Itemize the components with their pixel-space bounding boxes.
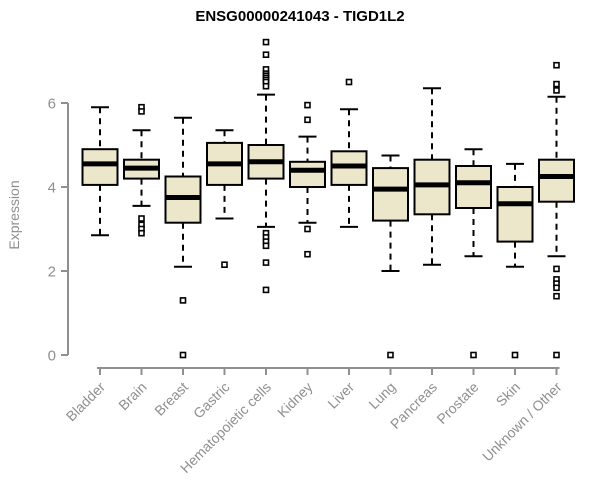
outlier-point bbox=[304, 101, 311, 109]
x-tick-label: Breast bbox=[151, 379, 191, 419]
box-hematopoietic-cells bbox=[247, 38, 285, 294]
outlier-point bbox=[262, 38, 270, 46]
outlier-point bbox=[262, 82, 270, 90]
iqr-box bbox=[538, 158, 575, 203]
box-lung bbox=[372, 154, 409, 359]
outlier-point bbox=[553, 284, 560, 292]
box-kidney bbox=[289, 101, 326, 258]
box-brain bbox=[123, 103, 160, 237]
outlier-point bbox=[553, 87, 560, 94]
iqr-box bbox=[81, 148, 119, 186]
outlier-point bbox=[304, 250, 311, 258]
x-tick-label: Kidney bbox=[274, 379, 316, 421]
y-tick-label: 4 bbox=[48, 179, 56, 196]
box-skin bbox=[496, 162, 534, 359]
x-tick-label: Prostate bbox=[433, 379, 481, 427]
box-liver bbox=[330, 78, 368, 228]
iqr-box bbox=[372, 167, 409, 222]
y-tick-label: 0 bbox=[48, 347, 56, 364]
outlier-point bbox=[138, 229, 145, 237]
x-tick-label: Unknown / Other bbox=[479, 379, 565, 465]
x-tick-label: Bladder bbox=[63, 379, 109, 425]
outlier-point bbox=[387, 351, 394, 359]
outlier-point bbox=[221, 261, 228, 269]
box-unknown-other bbox=[538, 61, 575, 359]
y-axis-label: Expression bbox=[6, 180, 22, 250]
x-tick-label: Lung bbox=[365, 379, 398, 412]
outlier-point bbox=[553, 292, 560, 300]
outlier-point bbox=[262, 259, 270, 266]
outlier-point bbox=[553, 351, 560, 359]
x-tick-label: Skin bbox=[493, 379, 524, 410]
box-breast bbox=[164, 116, 202, 359]
iqr-box bbox=[496, 186, 534, 243]
outlier-point bbox=[553, 80, 560, 88]
outlier-point bbox=[304, 116, 311, 124]
outlier-point bbox=[179, 351, 187, 359]
iqr-box bbox=[289, 160, 326, 189]
outlier-point bbox=[138, 215, 145, 222]
outlier-point bbox=[470, 351, 477, 359]
outlier-point bbox=[345, 78, 353, 86]
outlier-point bbox=[553, 61, 560, 69]
outlier-point bbox=[138, 108, 145, 115]
y-axis: 0 2 4 6 bbox=[48, 95, 69, 364]
outlier-point bbox=[304, 225, 311, 233]
outlier-point bbox=[553, 265, 560, 273]
x-tick-label: Liver bbox=[324, 379, 357, 412]
outlier-point bbox=[262, 286, 270, 294]
outlier-point bbox=[511, 351, 519, 359]
chart-title: ENSG00000241043 - TIGD1L2 bbox=[195, 8, 405, 25]
iqr-box bbox=[455, 165, 492, 209]
x-tick-label: Brain bbox=[115, 379, 149, 413]
outlier-point bbox=[262, 51, 270, 59]
y-tick-label: 6 bbox=[48, 95, 56, 112]
outlier-point bbox=[179, 297, 187, 304]
box-gastric bbox=[206, 129, 243, 269]
box-pancreas bbox=[413, 87, 451, 266]
y-tick-label: 2 bbox=[48, 263, 56, 280]
box-bladder bbox=[81, 106, 119, 237]
outlier-point bbox=[262, 242, 270, 250]
box-prostate bbox=[455, 148, 492, 359]
